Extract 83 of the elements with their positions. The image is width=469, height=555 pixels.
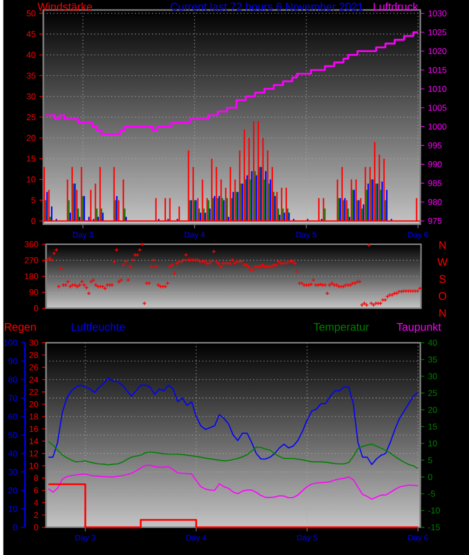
text: Regen (4, 323, 36, 333)
y-tick-label: 60 (8, 414, 18, 420)
y3-tick-label: 8 (34, 475, 38, 482)
y-tick-label: 10 (8, 506, 18, 512)
y-tick-label: 30 (26, 93, 36, 100)
text: Luftfeuchte (72, 322, 125, 331)
y2-tick-label: 1005 (428, 104, 446, 111)
y-tick-label: 90 (29, 289, 38, 296)
y2-tick-label: 1030 (428, 10, 446, 16)
y3-tick-label: 22 (29, 388, 38, 395)
y2-tick-label: 20 (428, 406, 437, 413)
y2-tick-label: 985 (428, 180, 442, 186)
y2-tick-label: 1000 (428, 124, 446, 130)
y-tick-label: 20 (26, 134, 36, 141)
text: W (437, 258, 448, 266)
y2-tick-label: -15 (428, 524, 440, 530)
y2-tick-label: 1025 (428, 29, 446, 36)
y-axis-title: Windstärke (37, 2, 92, 11)
y-tick-label: 90 (8, 358, 18, 364)
y-tick-label: 45 (26, 31, 36, 38)
text: S (439, 275, 446, 283)
y2-tick-label: 25 (428, 390, 437, 396)
y2-tick-label: -5 (428, 490, 435, 497)
y2-tick-label: 975 (428, 218, 442, 224)
y3-tick-label: 12 (30, 450, 38, 456)
y-tick-label: 100 (4, 340, 18, 346)
y2-tick-label: 10 (428, 440, 437, 446)
y2-tick-label: 15 (428, 424, 437, 430)
y-tick-label: 180 (24, 273, 38, 280)
y-tick-label: 70 (8, 395, 18, 402)
y-tick-label: 10 (26, 176, 36, 182)
y-tick-label: 30 (8, 468, 18, 475)
x-tick-label: Day 5 (297, 534, 318, 542)
y-tick-label: 20 (8, 487, 18, 494)
text: N (439, 241, 446, 249)
y2-tick-label: -10 (428, 508, 440, 514)
y2-tick-label: 990 (428, 161, 442, 168)
y3-tick-label: 18 (30, 414, 38, 420)
x-tick-label: Day 4 (184, 232, 205, 239)
y2-tick-label: 1015 (428, 66, 446, 73)
y-tick-label: 35 (26, 72, 36, 79)
x-tick-label: Day 6 (408, 534, 428, 542)
y3-tick-label: 2 (34, 512, 38, 518)
y-tick-label: 360 (24, 241, 38, 248)
y-tick-label: 15 (26, 156, 36, 162)
y-tick-label: 0 (12, 524, 18, 530)
y2-tick-label: 35 (428, 356, 437, 362)
y-tick-label: 50 (26, 10, 36, 16)
text: Taupunkt (396, 322, 441, 333)
y2-tick-label: 1010 (428, 86, 446, 92)
y2-tick-label: 0 (428, 474, 432, 480)
y-tick-label: 40 (8, 450, 18, 456)
x-tick-label: Day 6 (408, 232, 428, 240)
x-tick-label: Day 3 (72, 232, 93, 240)
y3-tick-label: 4 (34, 500, 38, 506)
x-tick-label: Day 3 (75, 534, 96, 542)
y3-tick-label: 6 (34, 487, 38, 494)
y-tick-label: 0 (34, 305, 38, 312)
chart-title: Current last 72 hours 6 November 2021 (170, 2, 363, 11)
y-tick-label: 270 (24, 257, 38, 264)
y3-tick-label: 26 (29, 364, 38, 370)
text: Temperatur (314, 323, 369, 333)
y2-tick-label: 1020 (428, 48, 446, 54)
y2-tick-label: 980 (428, 199, 442, 206)
y-tick-label: 25 (26, 114, 36, 120)
x-tick-label: Day 4 (186, 534, 206, 542)
y3-tick-label: 28 (29, 352, 38, 358)
y2-tick-label: 30 (428, 373, 437, 380)
y2-tick-label: 40 (428, 340, 437, 346)
text: N (439, 309, 446, 317)
y-tick-label: 5 (31, 197, 36, 204)
y-tick-label: 80 (8, 376, 18, 383)
y2-tick-label: 995 (428, 142, 442, 148)
y2-axis-title: Luftdruck (374, 2, 418, 11)
y-tick-label: 0 (31, 218, 36, 224)
y3-tick-label: 16 (30, 426, 38, 432)
y-tick-label: 50 (8, 432, 18, 438)
text: O (438, 292, 446, 300)
y3-tick-label: 14 (30, 438, 38, 444)
y2-tick-label: 5 (428, 457, 432, 464)
y-tick-label: 40 (26, 52, 36, 58)
x-tick-label: Day 5 (296, 232, 316, 239)
y3-tick-label: 24 (29, 376, 38, 383)
